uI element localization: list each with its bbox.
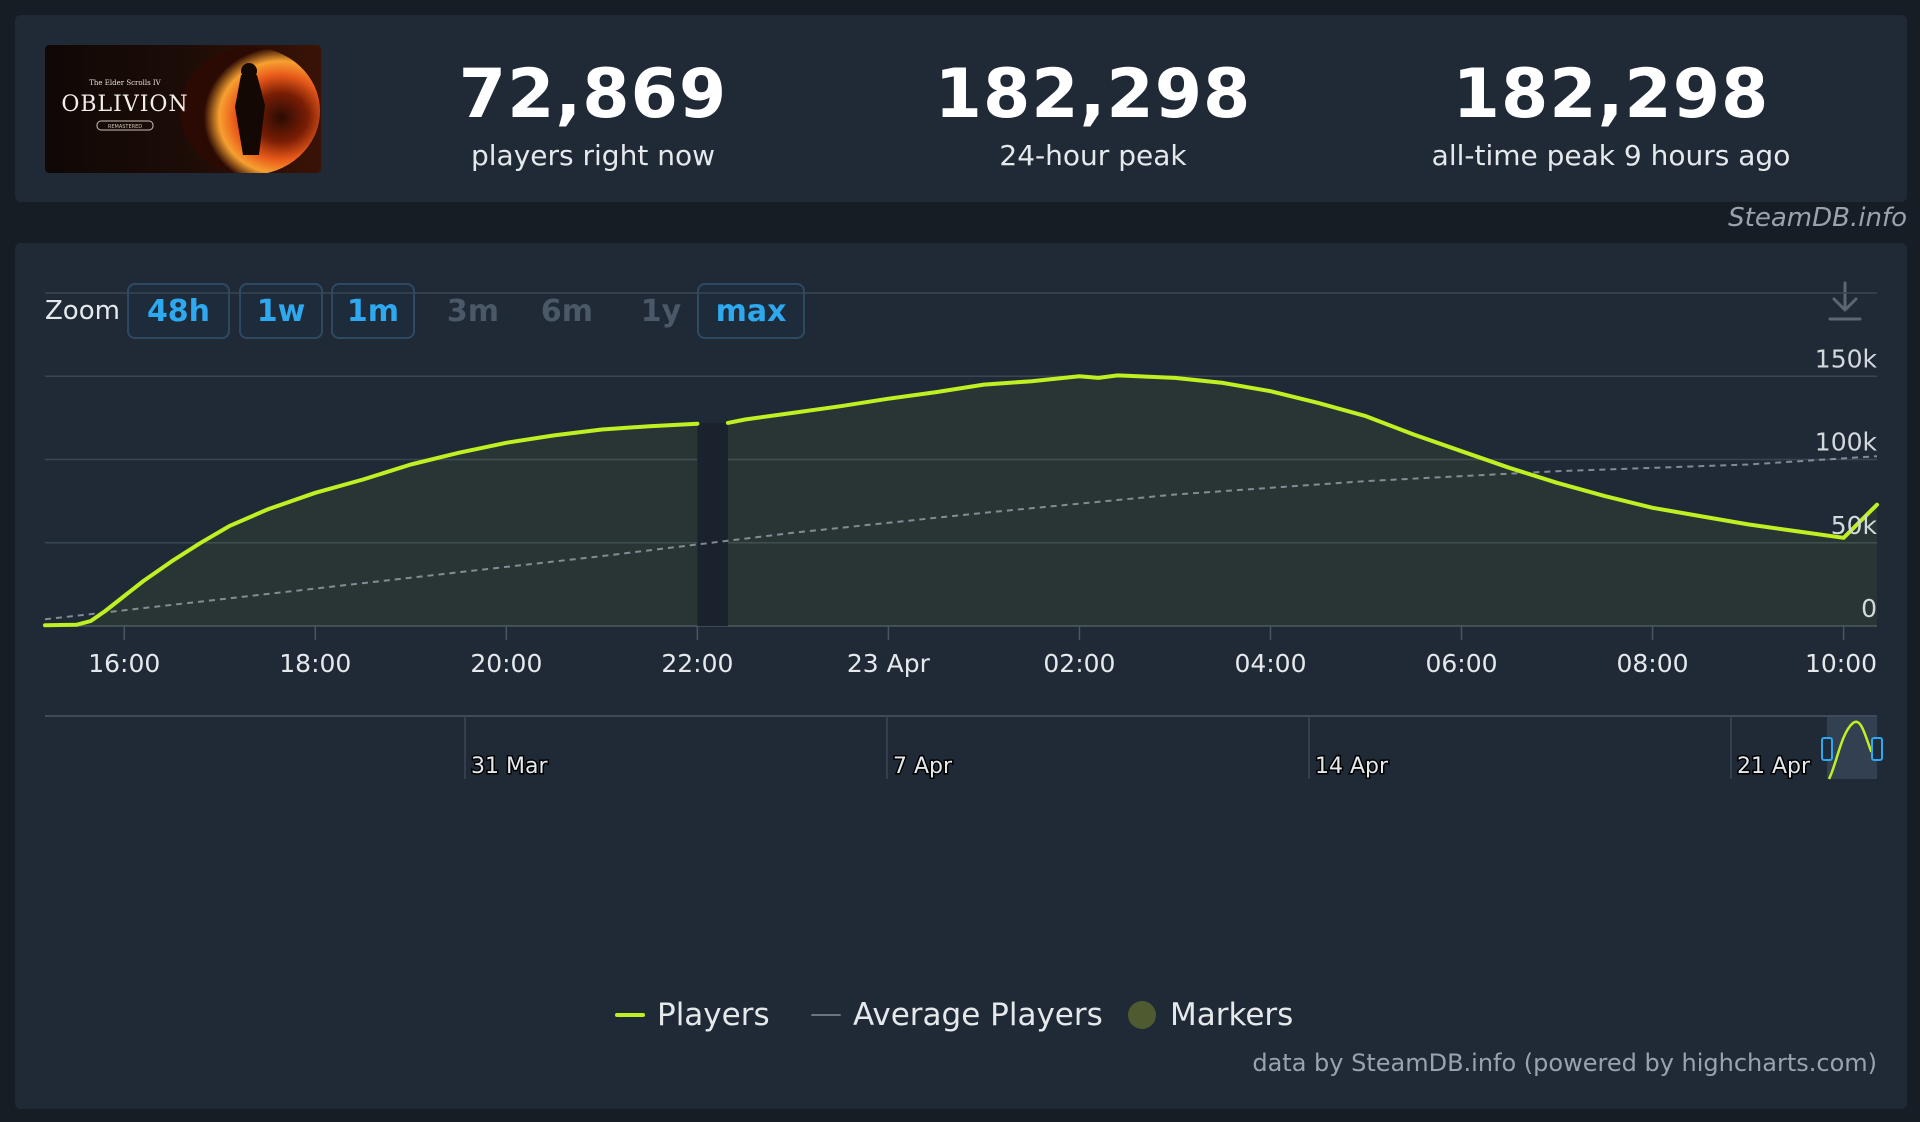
x-tick-label: 23 Apr <box>847 649 931 678</box>
watermark: SteamDB.info <box>1728 203 1907 233</box>
players-line-segment <box>43 421 700 628</box>
x-tick-label: 08:00 <box>1617 649 1689 678</box>
stat-label: all-time peak 9 hours ago <box>1431 139 1791 172</box>
legend-item-markers[interactable]: Markers <box>1128 995 1293 1035</box>
legend-item-players[interactable]: Players <box>615 995 770 1035</box>
legend-label: Average Players <box>853 997 1103 1033</box>
chart-card: Zoom 48h 1w 1m 3m 6m 1y max 0 50k 100k 150k… <box>15 243 1907 1109</box>
players-swatch-icon <box>615 1013 645 1017</box>
x-tick-label: 04:00 <box>1234 649 1306 678</box>
x-axis-labels: 16:00 18:00 20:00 22:00 23 Apr 02:00 04:00 06:0… <box>88 626 1877 678</box>
y-tick-label: 100k <box>1815 428 1878 457</box>
players-line-segment <box>725 373 1879 540</box>
y-tick-label: 50k <box>1831 511 1878 540</box>
x-tick-label: 20:00 <box>470 649 542 678</box>
zoom-3m-button: 3m <box>446 294 500 329</box>
x-tick-label: 18:00 <box>279 649 351 678</box>
y-tick-label: 0 <box>1861 594 1877 623</box>
game-logo-title: OBLIVION <box>61 92 188 117</box>
grid-lines <box>45 292 1877 627</box>
navigator-handle <box>1871 737 1883 761</box>
stat-label: 24-hour peak <box>999 139 1187 172</box>
y-tick-label: 150k <box>1815 344 1878 373</box>
players-chart[interactable]: 0 50k 100k 150k 16:00 18:00 20:00 22:00 23 Apr 0… <box>15 243 1907 1109</box>
download-icon[interactable] <box>1825 279 1865 325</box>
average-swatch-icon <box>811 1014 841 1016</box>
zoom-label: Zoom <box>45 296 120 326</box>
stat-current-players: 72,869 players right now <box>333 53 853 175</box>
zoom-6m-button: 6m <box>540 294 594 329</box>
zoom-1y-button: 1y <box>640 294 682 329</box>
navigator-handle <box>1821 737 1833 761</box>
x-tick-label: 10:00 <box>1805 649 1877 678</box>
players-area <box>45 375 1877 626</box>
legend-label: Markers <box>1170 997 1294 1033</box>
players-line <box>43 373 1879 628</box>
game-logo-badge: REMASTERED <box>108 124 142 130</box>
y-axis-labels: 0 50k 100k 150k <box>1815 344 1878 623</box>
x-tick-label: 06:00 <box>1425 649 1497 678</box>
x-tick-label: 02:00 <box>1043 649 1115 678</box>
stat-24h-peak: 182,298 24-hour peak <box>833 53 1353 175</box>
navigator-label: 31 Mar <box>471 754 548 779</box>
players-area-segment <box>45 423 698 626</box>
navigator-label: 7 Apr <box>893 754 953 779</box>
chart-credit: data by SteamDB.info (powered by highcha… <box>1252 1049 1877 1077</box>
gap-band <box>697 422 728 626</box>
data-gap-band <box>697 422 728 626</box>
legend-label: Players <box>657 997 770 1033</box>
stat-label: players right now <box>471 139 715 172</box>
game-logo-image[interactable]: The Elder Scrolls IV OBLIVION REMASTERED <box>45 45 321 173</box>
navigator-label: 21 Apr <box>1737 754 1811 779</box>
navigator-label: 14 Apr <box>1315 754 1389 779</box>
stats-card: The Elder Scrolls IV OBLIVION REMASTERED… <box>15 15 1907 202</box>
legend: Players Average Players Markers <box>615 995 1375 1035</box>
stat-all-time-peak: 182,298 all-time peak 9 hours ago <box>1351 53 1871 175</box>
x-tick-label: 22:00 <box>661 649 733 678</box>
navigator-sparkline <box>1827 720 1878 780</box>
game-logo-subtext: The Elder Scrolls IV <box>89 79 161 87</box>
x-tick-label: 16:00 <box>88 649 160 678</box>
stat-value: 182,298 <box>934 55 1252 134</box>
players-area-segment <box>727 375 1877 626</box>
stat-value: 182,298 <box>1452 55 1770 134</box>
legend-item-average[interactable]: Average Players <box>811 995 1103 1035</box>
navigator: 31 Mar 7 Apr 14 Apr 21 Apr <box>45 715 1883 781</box>
markers-dot-icon <box>1128 1001 1156 1029</box>
stat-value: 72,869 <box>458 55 728 134</box>
